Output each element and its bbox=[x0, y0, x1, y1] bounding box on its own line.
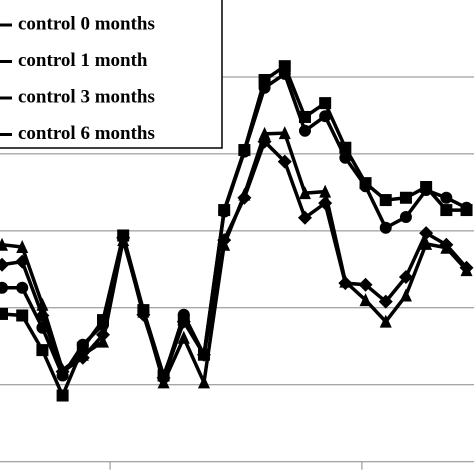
marker bbox=[277, 154, 292, 169]
legend-label: control 3 months bbox=[18, 86, 155, 107]
marker bbox=[0, 281, 9, 294]
marker bbox=[0, 257, 10, 272]
marker bbox=[298, 124, 311, 137]
marker bbox=[419, 226, 434, 241]
marker bbox=[36, 321, 49, 334]
marker bbox=[258, 126, 271, 140]
marker bbox=[95, 327, 110, 342]
marker bbox=[399, 191, 412, 204]
marker bbox=[176, 314, 191, 329]
marker bbox=[319, 97, 332, 110]
marker bbox=[379, 194, 392, 207]
marker bbox=[218, 204, 231, 217]
marker bbox=[359, 177, 372, 190]
marker bbox=[398, 270, 413, 285]
legend-label: control 6 months bbox=[18, 123, 155, 144]
marker bbox=[420, 180, 433, 193]
marker bbox=[116, 230, 131, 245]
marker bbox=[298, 186, 311, 200]
marker bbox=[420, 236, 433, 250]
marker bbox=[439, 237, 454, 252]
marker bbox=[197, 375, 210, 389]
legend-label: control 1 month bbox=[18, 50, 148, 71]
marker bbox=[379, 314, 392, 328]
marker bbox=[338, 276, 353, 291]
marker bbox=[359, 293, 372, 307]
marker bbox=[238, 144, 251, 157]
marker bbox=[75, 350, 90, 365]
marker bbox=[298, 110, 311, 123]
marker bbox=[217, 233, 232, 248]
marker bbox=[278, 126, 291, 140]
marker bbox=[339, 151, 352, 164]
marker bbox=[55, 364, 70, 379]
marker bbox=[196, 347, 211, 362]
marker bbox=[16, 309, 29, 322]
marker bbox=[136, 307, 151, 322]
marker bbox=[96, 314, 109, 327]
marker bbox=[399, 210, 412, 223]
marker bbox=[237, 190, 252, 205]
marker bbox=[339, 141, 352, 154]
marker bbox=[460, 204, 473, 217]
marker bbox=[56, 389, 69, 402]
marker bbox=[257, 134, 272, 149]
legend-label: control 0 months bbox=[18, 13, 155, 34]
marker bbox=[319, 110, 332, 123]
marker bbox=[177, 330, 190, 344]
marker bbox=[15, 254, 30, 269]
marker bbox=[440, 204, 453, 217]
marker bbox=[379, 221, 392, 234]
marker bbox=[378, 294, 393, 309]
marker bbox=[0, 237, 9, 251]
marker bbox=[440, 191, 453, 204]
marker bbox=[16, 240, 29, 254]
marker bbox=[35, 308, 50, 323]
marker bbox=[358, 277, 373, 292]
marker bbox=[16, 281, 29, 294]
marker bbox=[459, 260, 474, 275]
marker bbox=[318, 196, 333, 211]
legend-box bbox=[0, 0, 223, 149]
marker bbox=[399, 288, 412, 302]
marker bbox=[0, 307, 9, 320]
series-line bbox=[1, 131, 468, 389]
marker bbox=[319, 184, 332, 198]
marker bbox=[156, 370, 171, 385]
marker bbox=[278, 60, 291, 73]
marker bbox=[258, 74, 271, 87]
marker bbox=[36, 297, 49, 311]
marker bbox=[36, 344, 49, 357]
marker bbox=[297, 210, 312, 225]
